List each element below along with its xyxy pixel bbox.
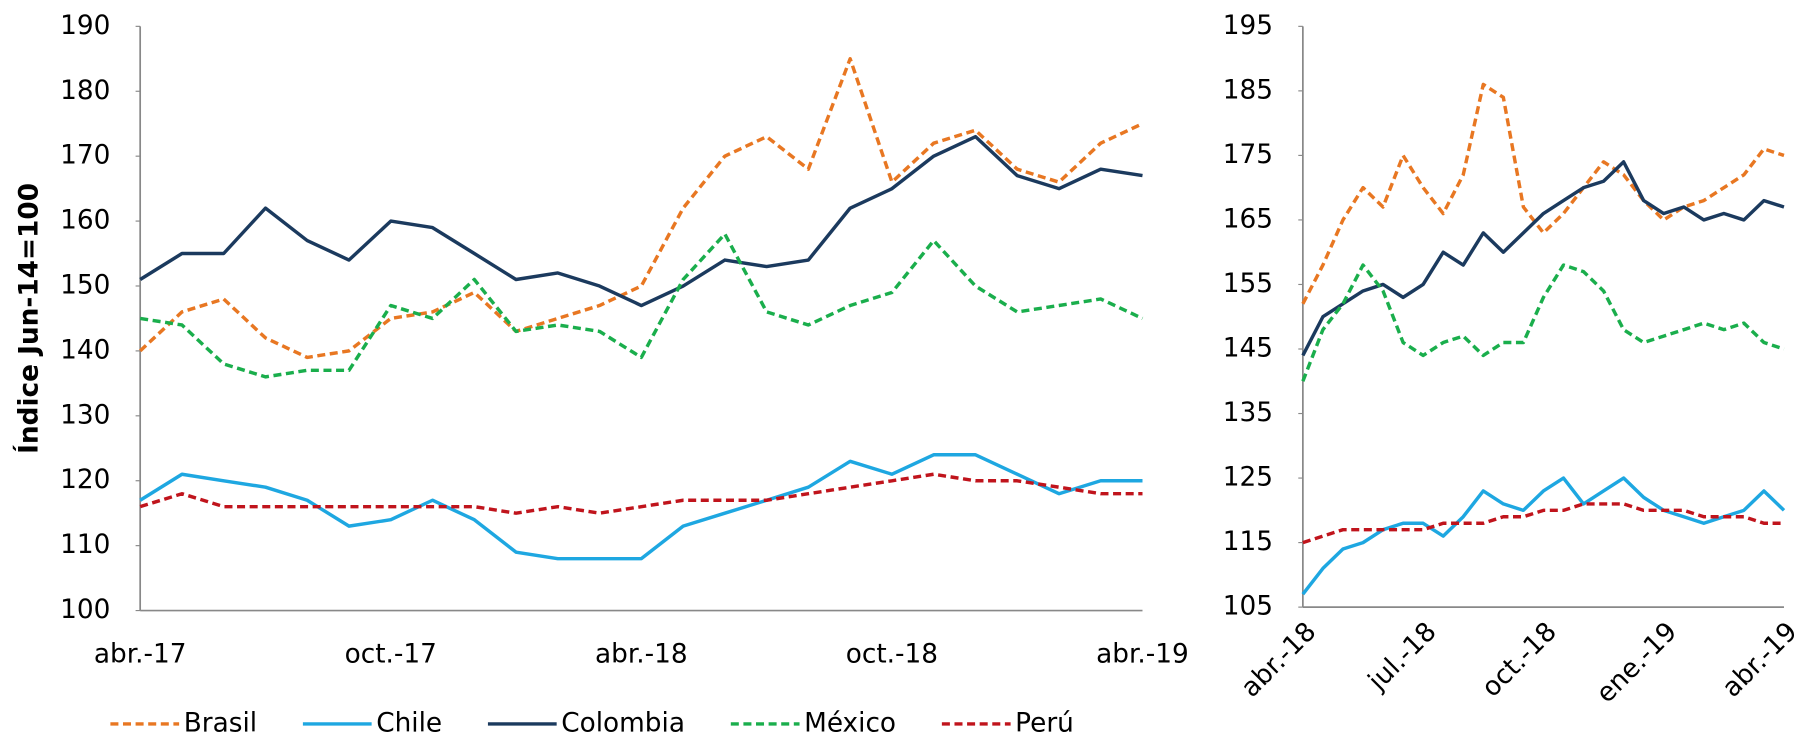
x-tick-label: ene.-19 — [1591, 617, 1683, 709]
y-tick-label: 190 — [60, 11, 110, 41]
y-tick-label: 135 — [1223, 398, 1273, 428]
y-tick-label: 120 — [60, 465, 110, 495]
y-tick-label: 160 — [60, 206, 110, 236]
series-line — [139, 134, 1143, 308]
legend-label: Perú — [1015, 708, 1074, 738]
series-line — [139, 57, 1144, 360]
y-tick-label: 170 — [60, 141, 110, 171]
series-line — [139, 232, 1144, 379]
y-tick-label: 110 — [60, 530, 110, 560]
legend-label: Colombia — [561, 708, 685, 738]
x-tick-label: jul.-18 — [1362, 617, 1442, 697]
y-tick-label: 115 — [1223, 527, 1273, 557]
y-tick-label: 175 — [1223, 140, 1273, 170]
series-line — [1301, 263, 1785, 382]
legend-label: México — [804, 708, 896, 738]
x-tick-label: oct.-18 — [846, 640, 938, 670]
legend-label: Chile — [376, 708, 442, 738]
y-tick-label: 130 — [60, 400, 110, 430]
y-tick-label: 125 — [1223, 463, 1273, 493]
series-line — [1301, 476, 1786, 596]
x-tick-label: abr.-17 — [94, 640, 187, 670]
series-line — [139, 472, 1143, 515]
x-tick-label: abr.-19 — [1717, 617, 1797, 704]
y-tick-label: 145 — [1223, 333, 1273, 363]
y-axis-label: Índice Jun-14=100 — [13, 183, 45, 454]
y-tick-label: 100 — [60, 595, 110, 625]
x-tick-label: abr.-19 — [1096, 640, 1189, 670]
x-tick-label: abr.-18 — [1236, 617, 1323, 704]
y-tick-label: 105 — [1223, 592, 1273, 622]
y-tick-label: 155 — [1223, 269, 1273, 299]
series-line — [1302, 502, 1784, 545]
y-tick-label: 180 — [60, 76, 110, 106]
series-line — [1301, 82, 1785, 305]
series-line — [1301, 160, 1785, 357]
y-tick-label: 165 — [1223, 204, 1273, 234]
x-tick-label: oct.-18 — [1476, 617, 1562, 703]
series-line — [139, 453, 1143, 561]
x-tick-label: oct.-17 — [345, 640, 437, 670]
y-tick-label: 140 — [60, 335, 110, 365]
legend-label: Brasil — [184, 708, 257, 738]
y-tick-label: 195 — [1223, 11, 1273, 41]
y-tick-label: 185 — [1223, 75, 1273, 105]
y-tick-label: 150 — [60, 270, 110, 300]
x-tick-label: abr.-18 — [595, 640, 688, 670]
